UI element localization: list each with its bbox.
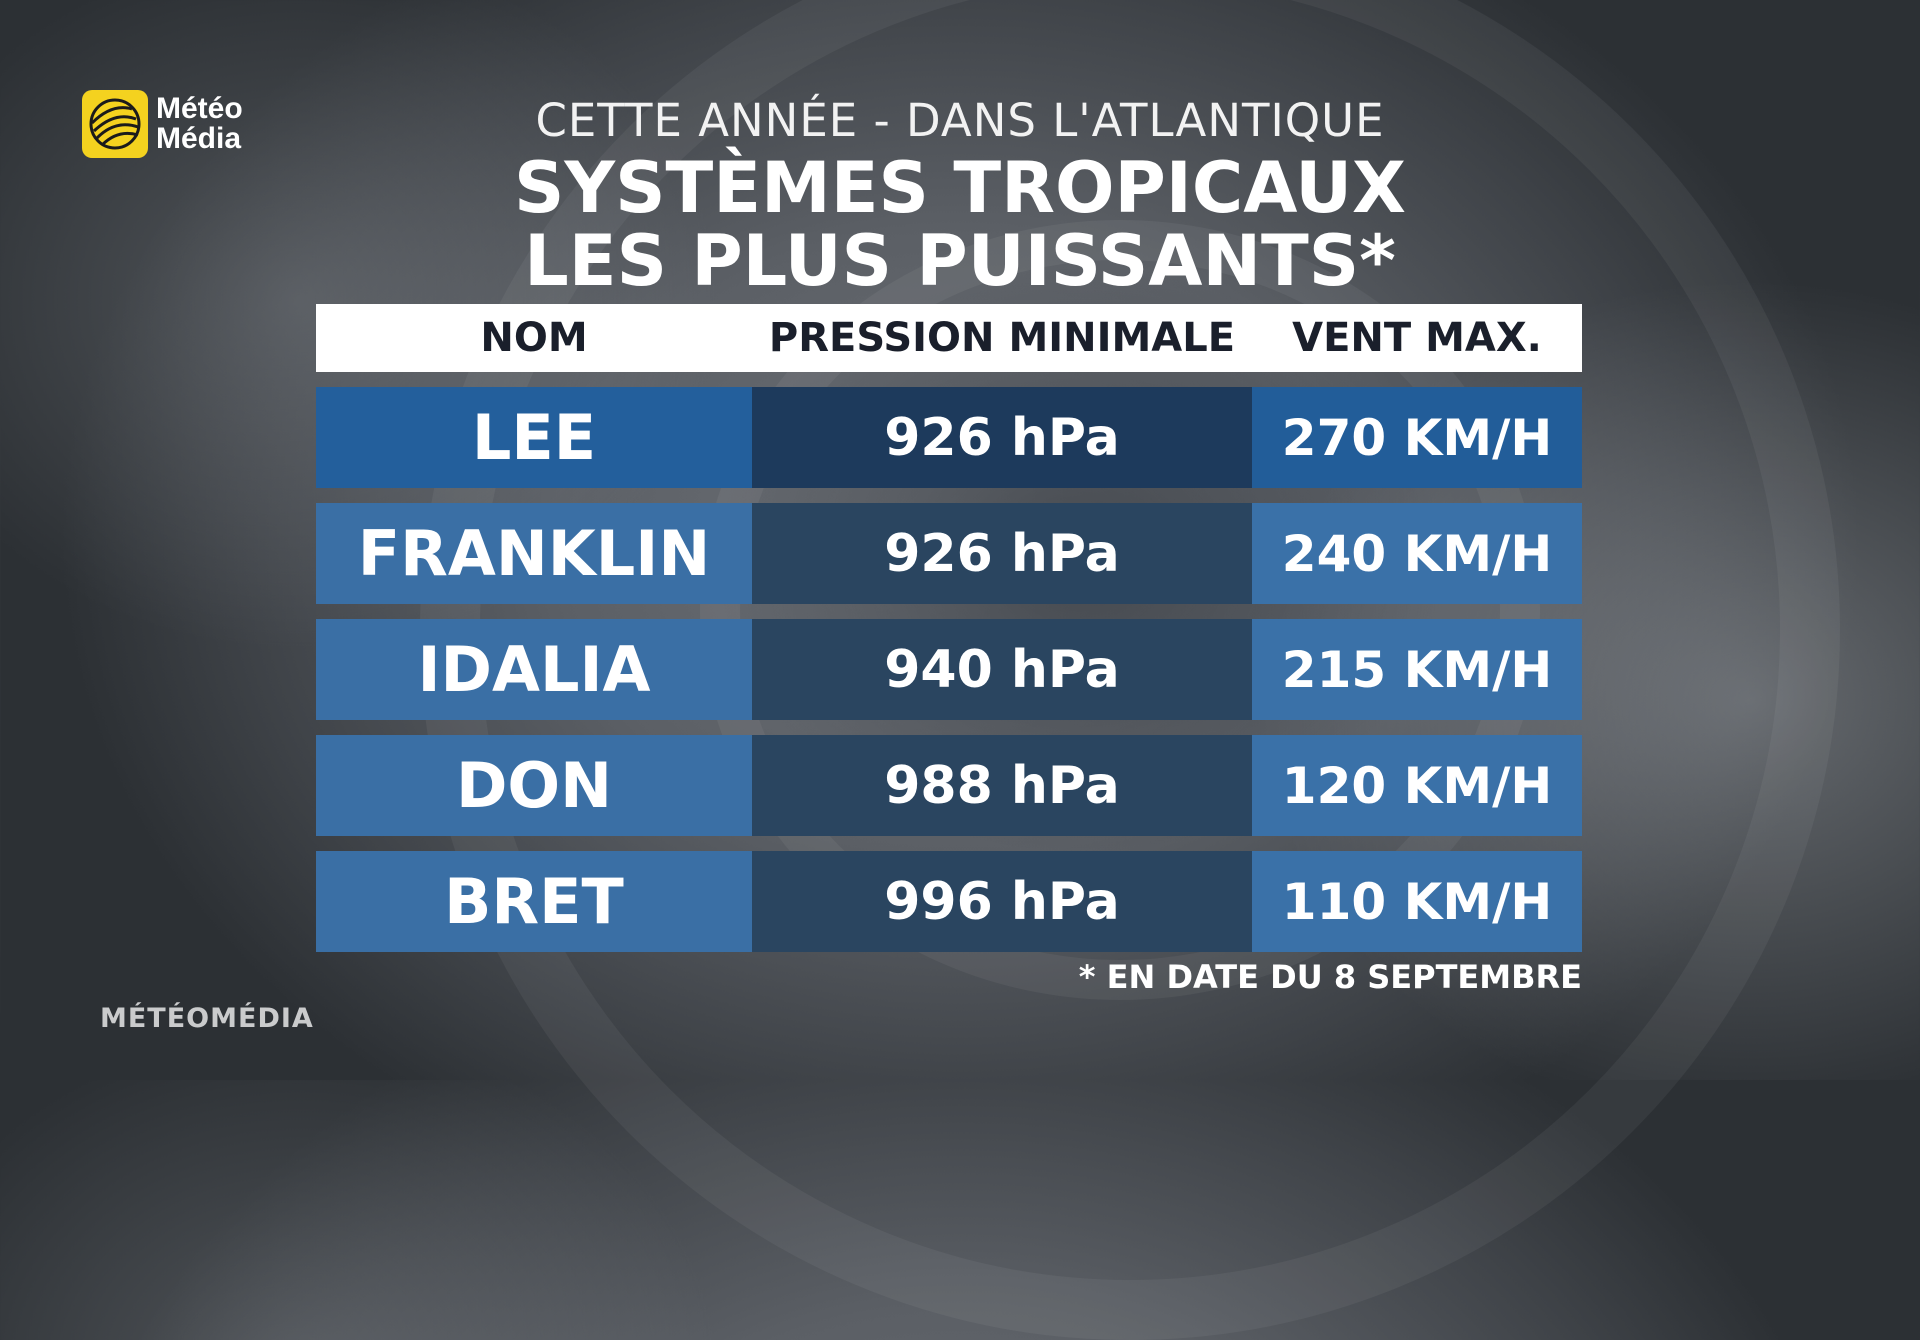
min-pressure: 926 hPa	[752, 503, 1252, 604]
storm-name: IDALIA	[316, 619, 752, 720]
min-pressure: 996 hPa	[752, 851, 1252, 952]
column-header-name: NOM	[480, 315, 588, 361]
footnote: * EN DATE DU 8 SEPTEMBRE	[1078, 958, 1582, 996]
max-wind: 110 KM/H	[1252, 851, 1582, 952]
meteomedia-logo: Météo Média	[82, 90, 243, 158]
page-subtitle: CETTE ANNÉE - DANS L'ATLANTIQUE	[535, 94, 1385, 147]
min-pressure: 988 hPa	[752, 735, 1252, 836]
storm-name: FRANKLIN	[316, 503, 752, 604]
globe-icon	[82, 90, 148, 158]
table-row: BRET 996 hPa 110 KM/H	[316, 851, 1582, 952]
table-row: IDALIA 940 hPa 215 KM/H	[316, 619, 1582, 720]
min-pressure: 940 hPa	[752, 619, 1252, 720]
storm-name: BRET	[316, 851, 752, 952]
storm-name: LEE	[316, 387, 752, 488]
table-row: DON 988 hPa 120 KM/H	[316, 735, 1582, 836]
max-wind: 270 KM/H	[1252, 387, 1582, 488]
table-row: LEE 926 hPa 270 KM/H	[316, 387, 1582, 488]
table-row: FRANKLIN 926 hPa 240 KM/H	[316, 503, 1582, 604]
min-pressure: 926 hPa	[752, 387, 1252, 488]
watermark: MÉTÉOMÉDIA	[100, 1003, 314, 1034]
page-title-line-1: SYSTÈMES TROPICAUX	[513, 147, 1407, 229]
logo-line-2: Média	[156, 122, 242, 155]
max-wind: 215 KM/H	[1252, 619, 1582, 720]
storm-name: DON	[316, 735, 752, 836]
column-header-pressure: PRESSION MINIMALE	[768, 315, 1236, 361]
page-title-line-2: LES PLUS PUISSANTS*	[524, 220, 1396, 302]
column-header-wind: VENT MAX.	[1292, 315, 1542, 361]
table-header: NOM PRESSION MINIMALE VENT MAX.	[316, 304, 1582, 372]
logo-line-1: Météo	[156, 92, 243, 125]
max-wind: 240 KM/H	[1252, 503, 1582, 604]
storms-table: NOM PRESSION MINIMALE VENT MAX. LEE 926 …	[316, 304, 1582, 952]
max-wind: 120 KM/H	[1252, 735, 1582, 836]
